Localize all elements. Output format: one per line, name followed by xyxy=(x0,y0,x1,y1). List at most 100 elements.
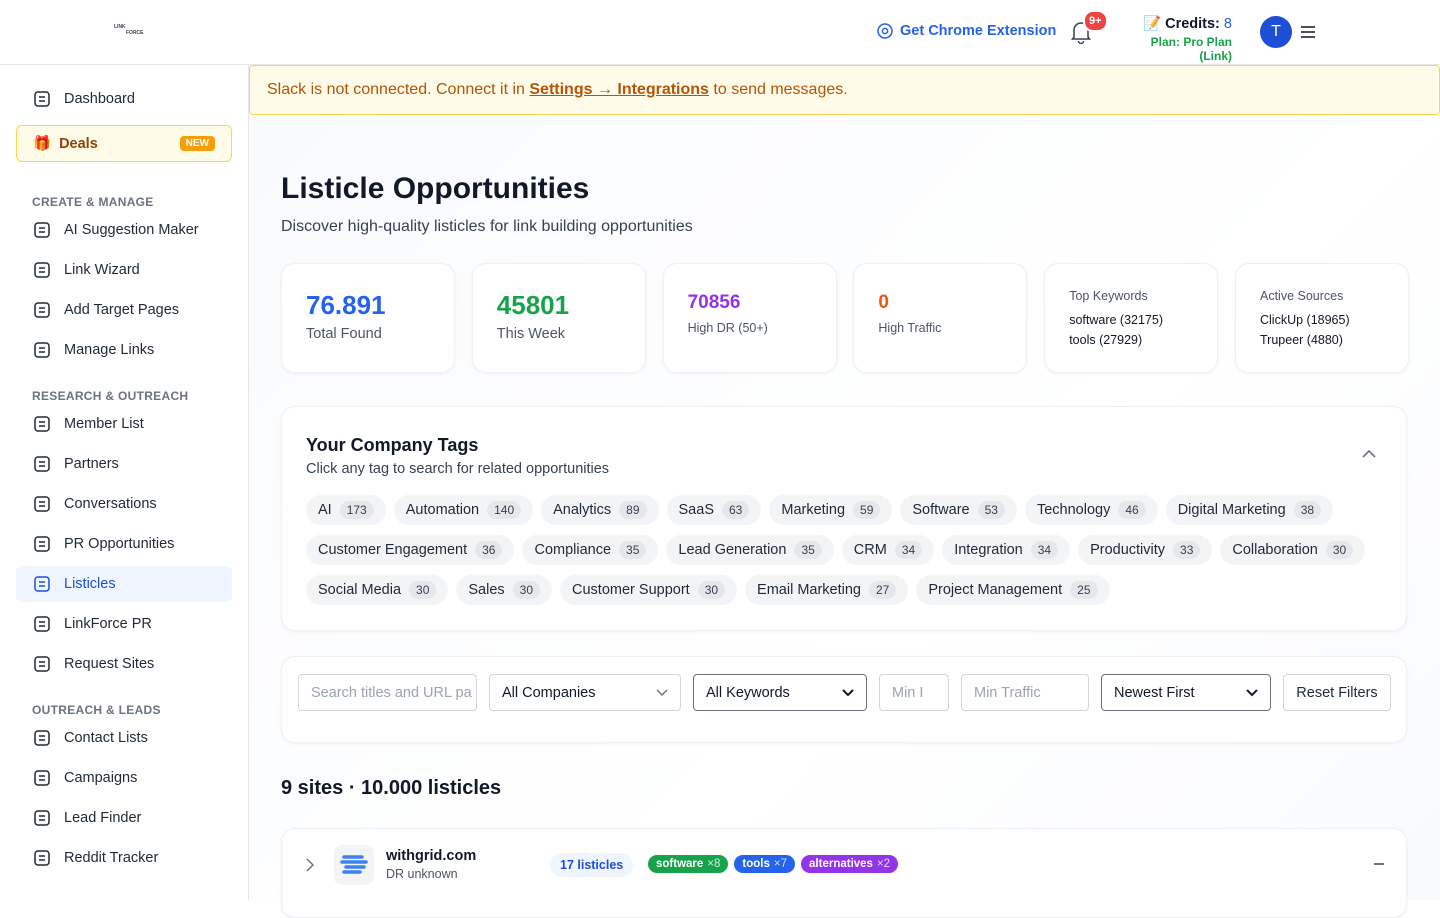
reset-button[interactable]: Reset Filters xyxy=(1283,674,1391,711)
tag-pill[interactable]: AI 173 xyxy=(306,495,386,525)
nav-icon xyxy=(34,576,50,592)
section-title: OUTREACH & LEADS xyxy=(32,703,161,717)
tag-name: Sales xyxy=(468,582,505,598)
tag-pill[interactable]: Project Management 25 xyxy=(916,575,1110,605)
nav-item[interactable]: Conversations xyxy=(16,486,232,522)
credits-value: 8 xyxy=(1223,16,1232,32)
stat-value: 70856 xyxy=(687,292,741,313)
credits-label: Credits: xyxy=(1165,16,1220,32)
nav-icon xyxy=(34,342,50,358)
banner-text: Slack is not connected. Connect it in xyxy=(267,81,530,98)
info-line: ClickUp (18965) xyxy=(1260,313,1350,327)
tag-pill[interactable]: SaaS 63 xyxy=(666,495,762,525)
min-dr-input[interactable]: Min I xyxy=(879,674,949,711)
nav-icon xyxy=(34,730,50,746)
nav-label: AI Suggestion Maker xyxy=(64,222,199,238)
tag-pill[interactable]: Integration 34 xyxy=(942,535,1071,565)
nav-item[interactable]: Contact Lists xyxy=(16,720,232,756)
tag-pill[interactable]: Marketing 59 xyxy=(769,495,893,525)
notifications[interactable]: 9+ xyxy=(1070,10,1108,49)
chrome-extension[interactable]: Get Chrome Extension xyxy=(877,23,1056,39)
tag-pill[interactable]: Compliance 35 xyxy=(522,535,659,565)
nav-icon xyxy=(34,810,50,826)
tag-pill[interactable]: Customer Engagement 36 xyxy=(306,535,515,565)
company-select[interactable]: All Companies xyxy=(489,674,681,711)
nav-icon xyxy=(34,302,50,318)
nav-label: Contact Lists xyxy=(64,730,148,746)
tag-count: 140 xyxy=(487,501,522,519)
info-line: Trupeer (4880) xyxy=(1260,333,1343,347)
nav-label: PR Opportunities xyxy=(64,536,175,552)
nav-item[interactable]: Request Sites xyxy=(16,646,232,682)
collapse-icon[interactable] xyxy=(1362,449,1376,459)
tag-pill[interactable]: Customer Support 30 xyxy=(560,575,738,605)
avatar[interactable]: T xyxy=(1260,16,1292,48)
nav-item[interactable]: Listicles xyxy=(16,566,232,602)
tag-count: 89 xyxy=(619,501,647,519)
stat-label: This Week xyxy=(496,326,566,342)
tag-pill[interactable]: Lead Generation 35 xyxy=(666,535,834,565)
tag-pill[interactable]: Digital Marketing 38 xyxy=(1165,495,1334,525)
collapse-mark[interactable] xyxy=(1374,863,1384,865)
tag-count: 30 xyxy=(409,581,437,599)
nav-item[interactable]: AI Suggestion Maker xyxy=(16,212,232,248)
sidebar: Dashboard 🎁 Deals NEW CREATE & MANAGE AI Sugg… xyxy=(0,65,249,900)
site-tag: software ×8 xyxy=(648,855,729,873)
nav-item[interactable]: Partners xyxy=(16,446,232,482)
site-favicon xyxy=(334,845,374,885)
nav-icon xyxy=(34,850,50,866)
nav-item[interactable]: Reddit Tracker xyxy=(16,840,232,876)
stat-value: 76.891 xyxy=(306,290,386,320)
tag-pill[interactable]: Sales 30 xyxy=(456,575,553,605)
keywords-select[interactable]: All Keywords xyxy=(693,674,867,711)
nav-item[interactable]: LinkForce PR xyxy=(16,606,232,642)
tag-name: Technology xyxy=(1036,502,1111,518)
tag-count: 59 xyxy=(853,501,881,519)
site-tag-name: tools xyxy=(742,858,770,870)
nav-item[interactable]: Add Target Pages xyxy=(16,292,232,328)
banner-link[interactable]: Settings → Integrations xyxy=(529,81,709,98)
search-input[interactable]: Search titles and URL pa xyxy=(298,674,477,711)
tag-count: 34 xyxy=(1030,541,1059,559)
stat-card: 76.891 Total Found xyxy=(281,263,455,373)
tag-pill[interactable]: CRM 34 xyxy=(841,535,935,565)
nav-item[interactable]: Link Wizard xyxy=(16,252,232,288)
tag-name: Email Marketing xyxy=(757,582,861,598)
site-domain: withgrid.com xyxy=(386,848,477,864)
nav-label: LinkForce PR xyxy=(64,616,152,632)
tag-pill[interactable]: Social Media 30 xyxy=(306,575,449,605)
site-tags: software ×8 tools ×7 alternatives ×2 xyxy=(648,855,899,873)
nav-label: Campaigns xyxy=(64,770,138,786)
nav-item[interactable]: Campaigns xyxy=(16,760,232,796)
results-heading: 9 sites · 10.000 listicles xyxy=(281,777,502,799)
min-traffic-input[interactable]: Min Traffic xyxy=(961,674,1089,711)
tag-pill[interactable]: Automation 140 xyxy=(393,495,534,525)
tag-pill[interactable]: Email Marketing 27 xyxy=(745,575,909,605)
tag-pill[interactable]: Collaboration 30 xyxy=(1220,535,1366,565)
menu-icon[interactable] xyxy=(1301,26,1315,38)
site-tag-name: alternatives xyxy=(809,858,873,870)
tag-pill[interactable]: Technology 46 xyxy=(1024,495,1158,525)
nav-item[interactable]: PR Opportunities xyxy=(16,526,232,562)
deals-item[interactable]: 🎁 Deals NEW xyxy=(16,125,232,162)
nav-item[interactable]: Dashboard xyxy=(16,81,232,117)
nav-icon xyxy=(34,536,50,552)
tag-name: Lead Generation xyxy=(678,542,787,558)
nav-item[interactable]: Lead Finder xyxy=(16,800,232,836)
sort-select[interactable]: Newest First xyxy=(1101,674,1271,711)
site-tag: alternatives ×2 xyxy=(801,855,899,873)
tag-count: 35 xyxy=(619,541,647,559)
nav-item[interactable]: Manage Links xyxy=(16,332,232,368)
sort-value: Newest First xyxy=(1114,684,1195,701)
tag-count: 53 xyxy=(977,501,1005,519)
tag-count: 30 xyxy=(1325,541,1354,559)
tag-pill[interactable]: Productivity 33 xyxy=(1078,535,1213,565)
logo[interactable]: LINK FORCE xyxy=(114,24,144,36)
site-card[interactable]: withgrid.com DR unknown 17 listicles softwa… xyxy=(281,828,1407,918)
tag-pill[interactable]: Software 53 xyxy=(900,495,1017,525)
nav-item[interactable]: Member List xyxy=(16,406,232,442)
tag-pill[interactable]: Analytics 89 xyxy=(541,495,659,525)
nav-label: Request Sites xyxy=(64,656,155,672)
info-title: Top Keywords xyxy=(1069,289,1148,303)
expand-icon[interactable] xyxy=(306,858,314,872)
